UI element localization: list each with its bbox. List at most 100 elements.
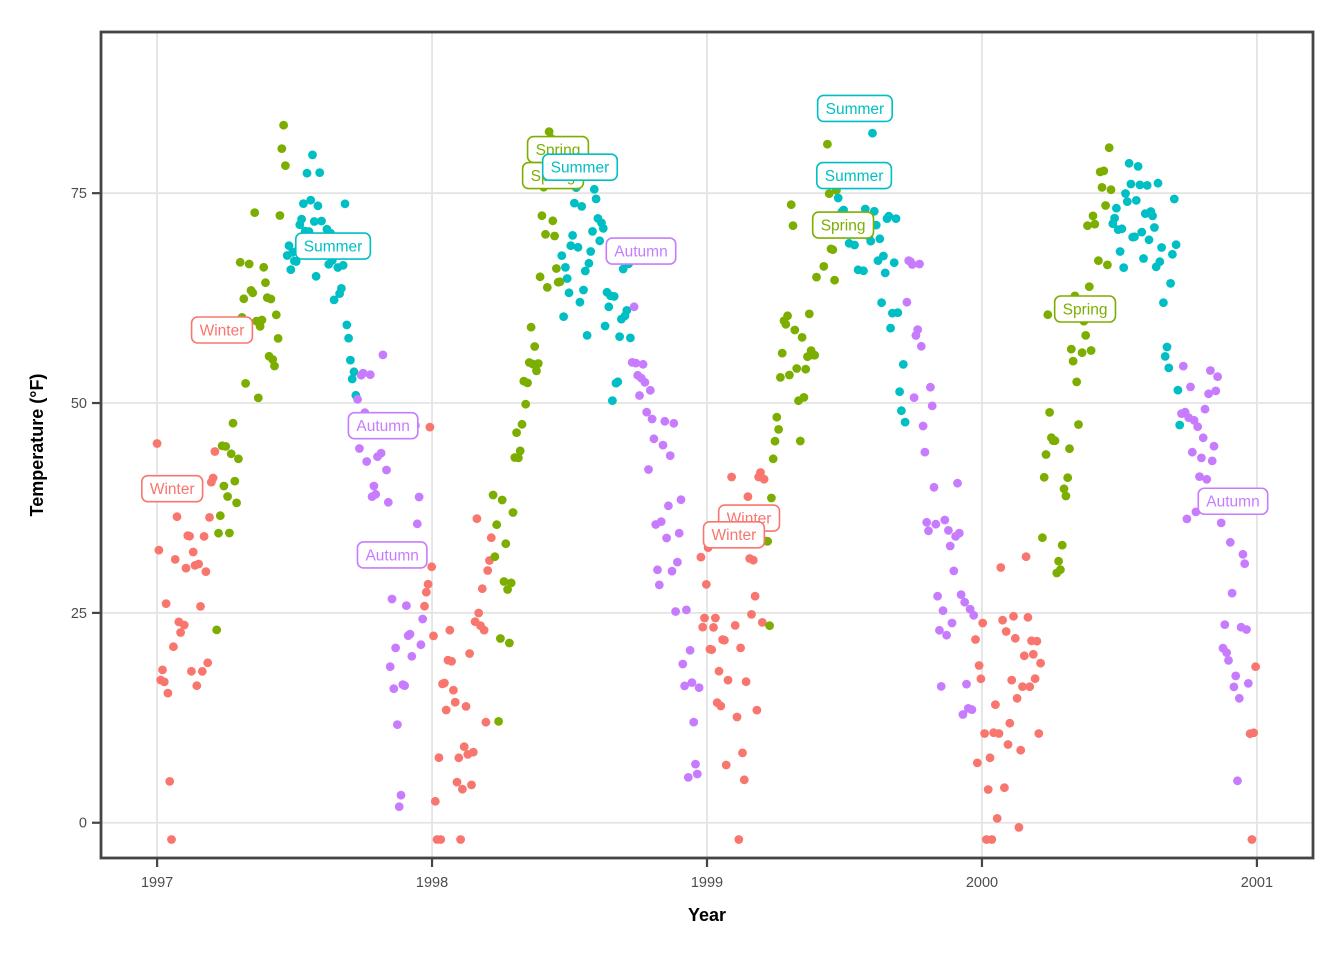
data-point-winter: [1014, 823, 1024, 832]
data-point-autumn: [1213, 372, 1222, 381]
data-point-autumn: [383, 497, 393, 507]
season-label-text: Summer: [551, 160, 610, 177]
data-point-spring: [1077, 348, 1087, 358]
data-point-summer: [1115, 247, 1125, 256]
data-point-winter: [1019, 651, 1029, 661]
data-point-winter: [985, 753, 995, 763]
data-point-autumn: [378, 350, 388, 360]
data-point-autumn: [918, 421, 928, 431]
data-point-autumn: [967, 705, 977, 715]
data-point-autumn: [1186, 382, 1195, 392]
data-point-autumn: [1189, 415, 1199, 425]
data-point-spring: [823, 139, 832, 149]
data-point-spring: [768, 454, 778, 464]
data-point-summer: [337, 284, 346, 293]
data-point-summer: [850, 240, 859, 250]
data-point-spring: [270, 361, 279, 371]
data-point-winter: [201, 567, 211, 576]
data-point-winter: [158, 665, 167, 675]
y-tick-label: 75: [71, 186, 87, 202]
data-point-autumn: [645, 385, 655, 395]
data-point-spring: [786, 200, 796, 210]
data-point-winter: [436, 835, 446, 844]
data-point-winter: [716, 701, 726, 711]
data-point-spring: [259, 262, 269, 272]
data-point-summer: [1121, 189, 1130, 198]
data-point-spring: [790, 325, 800, 335]
data-point-autumn: [927, 401, 937, 411]
season-label-box: [294, 232, 372, 260]
data-point-summer: [1131, 196, 1141, 205]
data-point-winter: [980, 729, 989, 738]
season-label-box: [190, 316, 254, 344]
data-point-spring: [1065, 444, 1074, 454]
data-point-spring: [555, 277, 565, 287]
data-point-spring: [1081, 331, 1091, 340]
data-point-winter: [429, 631, 438, 641]
data-point-autumn: [394, 802, 404, 812]
data-point-summer: [1157, 243, 1166, 252]
data-point-autumn: [402, 601, 411, 610]
data-point-summer: [900, 417, 910, 427]
data-point-autumn: [640, 377, 650, 387]
data-point-autumn: [694, 683, 704, 693]
data-point-winter: [743, 492, 753, 501]
data-point-autumn: [683, 773, 693, 782]
data-point-summer: [898, 360, 908, 369]
data-point-spring: [537, 211, 547, 221]
data-point-autumn: [391, 643, 400, 653]
data-point-autumn: [944, 526, 953, 535]
data-point-summer: [1117, 224, 1127, 234]
data-point-autumn: [926, 382, 935, 392]
data-point-winter: [714, 666, 724, 676]
data-point-summer: [286, 265, 296, 274]
data-point-autumn: [405, 629, 415, 639]
data-point-spring: [266, 294, 276, 304]
data-point-spring: [1059, 484, 1069, 494]
data-point-winter: [1016, 745, 1026, 755]
data-point-spring: [248, 288, 258, 298]
season-label-text: Summer: [304, 238, 363, 255]
data-point-winter: [169, 642, 178, 652]
data-point-winter: [978, 618, 988, 628]
season-label-summer: Summer: [294, 232, 372, 260]
data-point-spring: [552, 264, 561, 273]
data-point-winter: [441, 705, 451, 715]
data-point-summer: [1139, 254, 1148, 263]
data-point-summer: [308, 150, 317, 160]
data-point-spring: [517, 419, 527, 429]
data-point-spring: [244, 259, 254, 269]
data-point-spring: [1066, 344, 1076, 354]
data-point-summer: [570, 198, 579, 208]
data-point-autumn: [656, 517, 666, 526]
data-point-spring: [271, 310, 281, 320]
data-point-autumn: [692, 769, 702, 779]
data-point-winter: [991, 700, 1000, 709]
data-point-winter: [188, 547, 198, 557]
data-point-winter: [1247, 835, 1257, 844]
data-point-summer: [347, 374, 357, 384]
y-tick-label: 50: [71, 396, 87, 412]
data-point-autumn: [680, 681, 689, 691]
data-point-winter: [987, 835, 997, 844]
data-point-spring: [1039, 472, 1049, 482]
data-point-autumn: [396, 790, 406, 800]
data-point-autumn: [642, 407, 652, 417]
data-point-spring: [799, 393, 809, 402]
data-point-summer: [609, 292, 619, 301]
x-tick-label: 1998: [416, 875, 448, 891]
data-point-winter: [752, 705, 762, 715]
data-point-winter: [994, 729, 1004, 738]
data-point-spring: [279, 120, 288, 130]
data-point-winter: [1249, 728, 1259, 738]
data-point-autumn: [387, 594, 397, 604]
x-tick-label: 2000: [966, 875, 998, 891]
season-label-text: Summer: [826, 101, 885, 118]
data-point-summer: [302, 168, 312, 178]
data-point-spring: [1056, 565, 1065, 575]
data-point-winter: [477, 584, 487, 594]
y-axis-title: Temperature (°F): [27, 373, 47, 517]
data-point-autumn: [671, 607, 680, 616]
data-point-autumn: [1242, 625, 1251, 634]
data-point-winter: [721, 760, 731, 770]
